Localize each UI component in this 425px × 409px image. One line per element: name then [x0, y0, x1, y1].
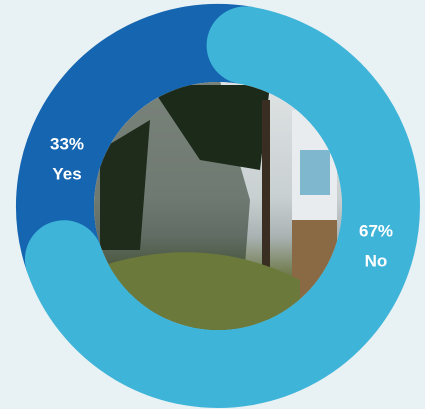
value-label: 33%: [50, 134, 84, 153]
value-label: 67%: [359, 221, 393, 240]
category-label: Yes: [52, 164, 81, 183]
page: 33% Yes 67% No (() => { const data = JSO…: [0, 0, 425, 409]
chart: 33% Yes 67% No: [0, 0, 425, 409]
category-label: No: [365, 251, 388, 270]
